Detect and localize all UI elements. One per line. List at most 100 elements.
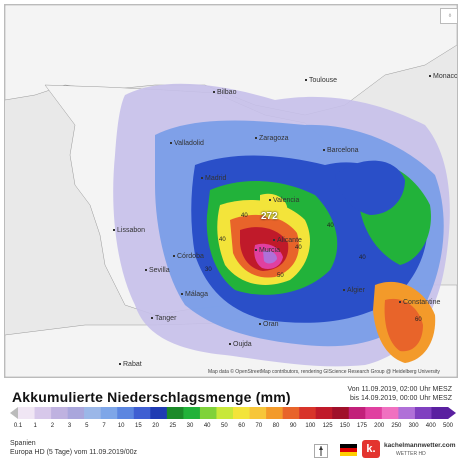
- scale-cell: [431, 407, 449, 419]
- scale-label: 400: [425, 423, 436, 429]
- scale-label: 1: [33, 423, 37, 429]
- scale-label: 5: [85, 423, 89, 429]
- scale-cell: [365, 407, 383, 419]
- city-label: Constantine: [399, 299, 440, 306]
- scale-label: 500: [442, 423, 454, 429]
- city-label: Lissabon: [113, 227, 145, 234]
- germany-flag-icon: [340, 444, 357, 456]
- scale-label: 125: [322, 423, 333, 429]
- map-logo-icon: ◊: [440, 8, 457, 24]
- legend-footer: Akkumulierte Niederschlagsmenge (mm) Von…: [0, 378, 460, 468]
- scale-label: 7: [102, 423, 106, 429]
- city-label: Tanger: [151, 315, 176, 322]
- color-scale-labels: 0.1 1 2 3 5 7 10 15 20 25 30 40 50 60 70 80 90 100 125 150 1…: [14, 423, 453, 433]
- scale-cell: [381, 407, 399, 419]
- city-label: Monaco: [429, 73, 457, 80]
- contour-label: 30: [205, 267, 212, 273]
- scale-cell: [100, 407, 118, 419]
- scale-label: 250: [391, 423, 402, 429]
- legend-title: Akkumulierte Niederschlagsmenge (mm): [12, 389, 291, 405]
- logo-text: kachelmannwetter.com: [384, 442, 456, 449]
- scale-cell: [216, 407, 234, 419]
- scale-label: 30: [186, 423, 194, 429]
- scale-cell: [51, 407, 68, 419]
- scale-label: 70: [255, 423, 263, 429]
- scale-label: 175: [356, 423, 368, 429]
- city-label: Murcia: [255, 247, 280, 254]
- scale-cell: [348, 407, 366, 419]
- scale-arrow-left-icon: [10, 407, 18, 419]
- max-value-label: 272: [261, 211, 278, 222]
- precip-field: [113, 83, 450, 367]
- city-label: Sevilla: [145, 267, 170, 274]
- city-label: Valencia: [269, 197, 299, 204]
- contour-label: 40: [219, 237, 226, 243]
- scale-label: 200: [374, 423, 385, 429]
- period-from: Von 11.09.2019, 02:00 Uhr MESZ: [347, 386, 452, 393]
- scale-cell: [117, 407, 135, 419]
- city-label: Toulouse: [305, 77, 337, 84]
- scale-cell: [414, 407, 432, 419]
- city-label: Algier: [343, 287, 365, 294]
- map-canvas: [5, 5, 457, 377]
- scale-label: 20: [152, 423, 159, 429]
- scale-label: 50: [221, 423, 228, 429]
- scale-cell: [282, 407, 300, 419]
- logo-subtext: WETTER HD: [396, 451, 426, 457]
- map-attribution: Map data © OpenStreetMap contributors, r…: [208, 369, 440, 375]
- contour-label: 40: [327, 223, 334, 229]
- scale-label: 300: [408, 423, 419, 429]
- scale-cell: [18, 407, 35, 419]
- scale-cell: [67, 407, 85, 419]
- scale-label: 80: [272, 423, 280, 429]
- city-label: Bilbao: [213, 89, 236, 96]
- scale-label: 90: [289, 423, 297, 429]
- period-to: bis 14.09.2019, 00:00 Uhr MESZ: [350, 395, 452, 402]
- city-label: Oran: [259, 321, 279, 328]
- scale-label: 10: [117, 423, 125, 429]
- scale-cell: [266, 407, 283, 419]
- city-label: Valladolid: [170, 140, 204, 147]
- color-scale-bar: [10, 407, 456, 419]
- city-label: Madrid: [201, 175, 226, 182]
- scale-label: 40: [203, 423, 211, 429]
- scale-cell: [183, 407, 201, 419]
- scale-cell: [84, 407, 101, 419]
- scale-label: 2: [50, 423, 55, 429]
- scale-cell: [199, 407, 217, 419]
- precipitation-map: Toulouse Monaco Bilbao Zaragoza Barcelon…: [4, 4, 458, 378]
- scale-label: 0.1: [13, 423, 23, 429]
- city-label: Málaga: [181, 291, 208, 298]
- scale-cell: [166, 407, 184, 419]
- scale-cell: [332, 407, 350, 419]
- city-label: Alicante: [273, 237, 302, 244]
- scale-cell: [315, 407, 333, 419]
- contour-label: 50: [277, 273, 284, 279]
- contour-label: 40: [359, 255, 366, 261]
- city-label: Zaragoza: [255, 135, 289, 142]
- scale-cell: [233, 407, 250, 419]
- scale-cell: [398, 407, 416, 419]
- scale-cell: [249, 407, 267, 419]
- model-run-label: Europa HD (5 Tage) vom 11.09.2019/00z: [10, 449, 137, 456]
- compass-icon: [314, 444, 328, 458]
- scale-arrow-right-icon: [448, 407, 456, 419]
- contour-label: 40: [295, 245, 302, 251]
- scale-label: 3: [67, 423, 72, 429]
- city-label: Oujda: [229, 341, 252, 348]
- kachelmann-logo-icon: k.: [362, 440, 380, 458]
- scale-cell: [299, 407, 316, 419]
- city-label: Barcelona: [323, 147, 359, 154]
- scale-label: 150: [339, 423, 350, 429]
- scale-label: 15: [135, 423, 142, 429]
- scale-label: 25: [169, 423, 177, 429]
- scale-cell: [150, 407, 168, 419]
- contour-label: 40: [241, 213, 248, 219]
- scale-cell: [133, 407, 151, 419]
- city-label: Córdoba: [173, 253, 204, 260]
- contour-label: 60: [415, 317, 422, 323]
- scale-label: 100: [305, 423, 316, 429]
- scale-cell: [34, 407, 52, 419]
- scale-label: 60: [238, 423, 245, 429]
- city-label: Rabat: [119, 361, 142, 368]
